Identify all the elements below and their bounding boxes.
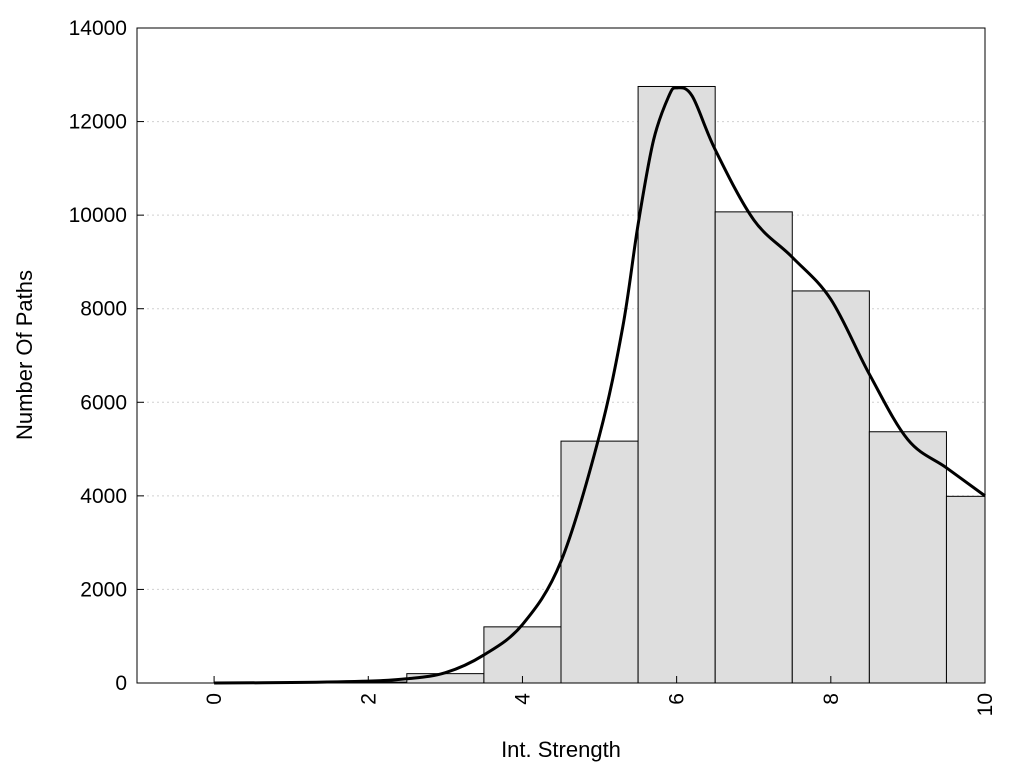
y-tick-label: 6000 bbox=[80, 391, 127, 414]
y-tick-label: 0 bbox=[115, 672, 127, 695]
x-axis-title: Int. Strength bbox=[501, 737, 621, 762]
density-curve-layer bbox=[214, 86, 986, 685]
x-tick-label: 2 bbox=[357, 693, 380, 705]
y-tick-label: 14000 bbox=[69, 17, 127, 40]
x-tick-label: 4 bbox=[511, 693, 534, 705]
y-axis-ticks: 0 2000 4000 6000 8000 10000 12000 14000 bbox=[69, 17, 144, 695]
y-tick-label: 2000 bbox=[80, 578, 127, 601]
histogram-bar bbox=[560, 440, 639, 684]
x-tick-label: 6 bbox=[666, 693, 689, 705]
x-tick-label: 8 bbox=[820, 693, 843, 705]
histogram-bar bbox=[714, 211, 793, 684]
histogram-bar bbox=[483, 626, 562, 684]
plot-frame bbox=[136, 27, 986, 684]
histogram-bar bbox=[637, 85, 716, 684]
y-axis-title: Number Of Paths bbox=[12, 270, 37, 440]
bars bbox=[252, 85, 986, 684]
histogram-bar bbox=[868, 431, 947, 684]
x-tick-label: 0 bbox=[203, 693, 226, 705]
y-tick-label: 8000 bbox=[80, 298, 127, 321]
y-tick-label: 4000 bbox=[80, 485, 127, 508]
density-curve bbox=[214, 86, 986, 685]
y-tick-label: 10000 bbox=[69, 204, 127, 227]
x-tick-label: 10 bbox=[974, 693, 997, 716]
histogram-bar bbox=[945, 495, 986, 684]
x-axis-ticks: 0 2 4 6 8 10 bbox=[203, 676, 997, 716]
y-tick-label: 12000 bbox=[69, 111, 127, 134]
